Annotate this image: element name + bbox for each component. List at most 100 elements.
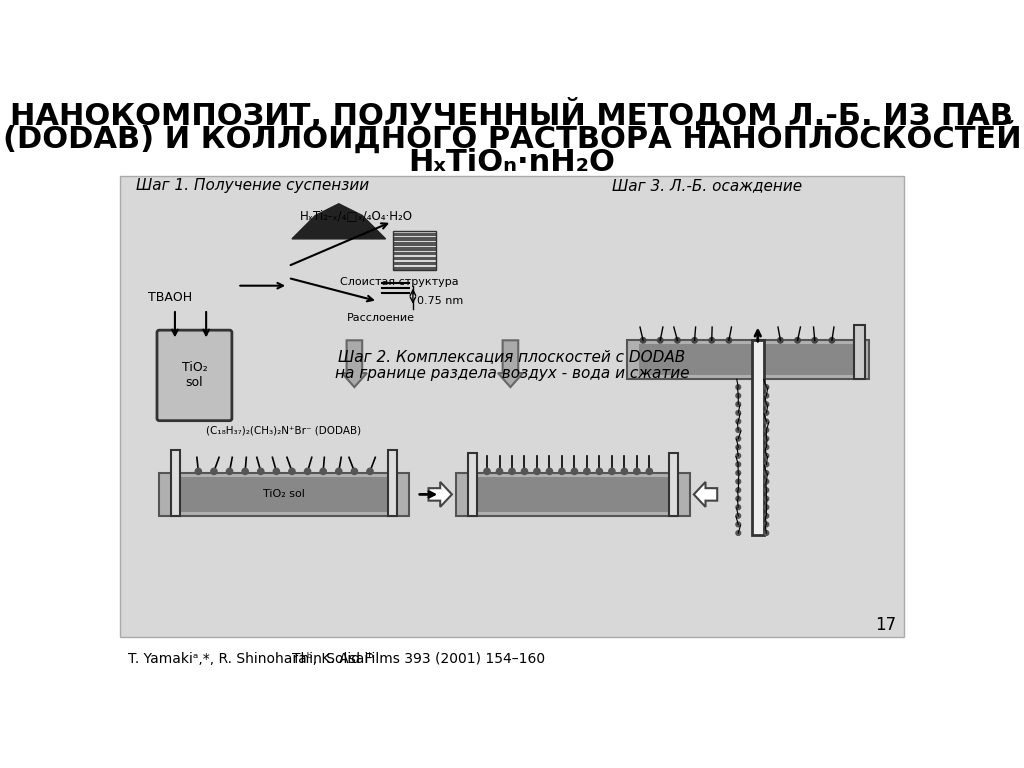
Circle shape: [812, 338, 817, 343]
Circle shape: [764, 419, 769, 424]
Circle shape: [736, 393, 740, 398]
Bar: [393, 242, 436, 246]
Text: Слоистая структура: Слоистая структура: [340, 276, 459, 286]
Bar: [393, 237, 436, 241]
Bar: [393, 247, 436, 250]
Polygon shape: [342, 340, 367, 387]
Circle shape: [764, 393, 769, 398]
Circle shape: [646, 468, 652, 475]
Text: HₓTi₂-ₓ/₄□ₓ/₄O₄·H₂O: HₓTi₂-ₓ/₄□ₓ/₄O₄·H₂O: [300, 209, 413, 222]
Circle shape: [509, 468, 515, 475]
Circle shape: [764, 479, 769, 484]
Circle shape: [736, 479, 740, 484]
Circle shape: [608, 468, 615, 475]
Circle shape: [764, 522, 769, 527]
Polygon shape: [498, 340, 523, 387]
Circle shape: [764, 445, 769, 449]
Circle shape: [764, 471, 769, 475]
Circle shape: [367, 468, 373, 475]
Circle shape: [273, 468, 280, 475]
Bar: [639, 344, 858, 376]
Bar: [393, 266, 436, 270]
Circle shape: [764, 505, 769, 510]
Text: 17: 17: [876, 616, 897, 634]
Circle shape: [736, 411, 740, 415]
Circle shape: [484, 468, 490, 475]
Text: (C₁₈H₃₇)₂(CH₃)₂N⁺Br⁻ (DODAB): (C₁₈H₃₇)₂(CH₃)₂N⁺Br⁻ (DODAB): [206, 425, 361, 435]
Circle shape: [726, 338, 731, 343]
Text: НАНОКОМПОЗИТ, ПОЛУЧЕННЫЙ МЕТОДОМ Л.-Б. ИЗ ПАВ: НАНОКОМПОЗИТ, ПОЛУЧЕННЫЙ МЕТОДОМ Л.-Б. И…: [10, 98, 1014, 131]
Circle shape: [829, 338, 835, 343]
Bar: [393, 252, 436, 256]
Text: Шаг 2. Комплексация плоскостей с DODAB
на границе раздела воздух - вода и сжатие: Шаг 2. Комплексация плоскостей с DODAB н…: [335, 349, 689, 382]
Circle shape: [709, 338, 715, 343]
Circle shape: [764, 514, 769, 518]
Circle shape: [736, 428, 740, 432]
Circle shape: [764, 453, 769, 458]
Bar: [393, 262, 436, 265]
Circle shape: [764, 531, 769, 535]
Circle shape: [736, 522, 740, 527]
Bar: [393, 257, 436, 260]
Circle shape: [764, 428, 769, 432]
Circle shape: [736, 531, 740, 535]
Circle shape: [795, 338, 801, 343]
Circle shape: [211, 468, 217, 475]
Circle shape: [242, 468, 248, 475]
Circle shape: [736, 505, 740, 510]
Circle shape: [657, 338, 663, 343]
Circle shape: [547, 468, 553, 475]
Bar: [160, 473, 409, 516]
Circle shape: [321, 468, 327, 475]
Circle shape: [736, 385, 740, 389]
Text: Расслоение: Расслоение: [346, 313, 415, 323]
Bar: [753, 340, 764, 535]
Bar: [175, 477, 393, 512]
Circle shape: [764, 385, 769, 389]
Circle shape: [521, 468, 527, 475]
Text: ТВАОН: ТВАОН: [147, 291, 191, 304]
Circle shape: [736, 402, 740, 406]
Circle shape: [736, 436, 740, 441]
Text: HₓTiOₙ·nH₂O: HₓTiOₙ·nH₂O: [409, 148, 615, 177]
Text: 0.75 nm: 0.75 nm: [417, 296, 463, 306]
Bar: [171, 449, 180, 516]
Circle shape: [675, 338, 680, 343]
Circle shape: [764, 462, 769, 467]
Circle shape: [764, 488, 769, 492]
Circle shape: [736, 496, 740, 501]
Bar: [388, 449, 397, 516]
Circle shape: [571, 468, 578, 475]
Text: Шаг 1. Получение суспензии: Шаг 1. Получение суспензии: [136, 178, 369, 194]
Bar: [393, 231, 436, 270]
Bar: [393, 233, 436, 236]
Text: (DODAB) И КОЛЛОИДНОГО РАСТВОРА НАНОПЛОСКОСТЕЙ: (DODAB) И КОЛЛОИДНОГО РАСТВОРА НАНОПЛОСК…: [3, 121, 1021, 154]
Circle shape: [736, 453, 740, 458]
Bar: [628, 340, 869, 379]
Text: Thin Solid Films 393 (2001) 154–160: Thin Solid Films 393 (2001) 154–160: [292, 651, 545, 666]
Circle shape: [336, 468, 342, 475]
Polygon shape: [292, 204, 386, 239]
Circle shape: [289, 468, 295, 475]
Circle shape: [764, 402, 769, 406]
Circle shape: [640, 338, 646, 343]
Bar: [120, 177, 904, 637]
Circle shape: [304, 468, 310, 475]
Circle shape: [596, 468, 602, 475]
Circle shape: [351, 468, 357, 475]
Bar: [468, 453, 477, 516]
Circle shape: [692, 338, 697, 343]
Polygon shape: [428, 482, 452, 507]
Circle shape: [634, 468, 640, 475]
Circle shape: [226, 468, 232, 475]
Text: TiO₂
sol: TiO₂ sol: [181, 362, 207, 389]
FancyBboxPatch shape: [157, 330, 231, 421]
Polygon shape: [694, 482, 717, 507]
Circle shape: [736, 419, 740, 424]
Text: TiO₂ sol: TiO₂ sol: [263, 489, 305, 499]
Bar: [669, 453, 678, 516]
Circle shape: [764, 411, 769, 415]
Bar: [471, 477, 674, 512]
Circle shape: [764, 496, 769, 501]
Bar: [456, 473, 690, 516]
